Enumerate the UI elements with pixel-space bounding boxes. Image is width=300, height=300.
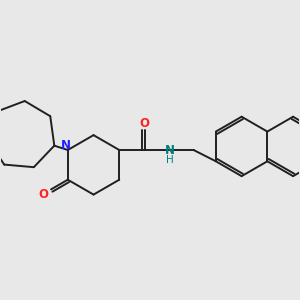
Text: O: O xyxy=(140,117,149,130)
Text: N: N xyxy=(61,139,71,152)
Text: N: N xyxy=(165,143,175,157)
Text: H: H xyxy=(166,155,174,165)
Text: O: O xyxy=(39,188,49,201)
